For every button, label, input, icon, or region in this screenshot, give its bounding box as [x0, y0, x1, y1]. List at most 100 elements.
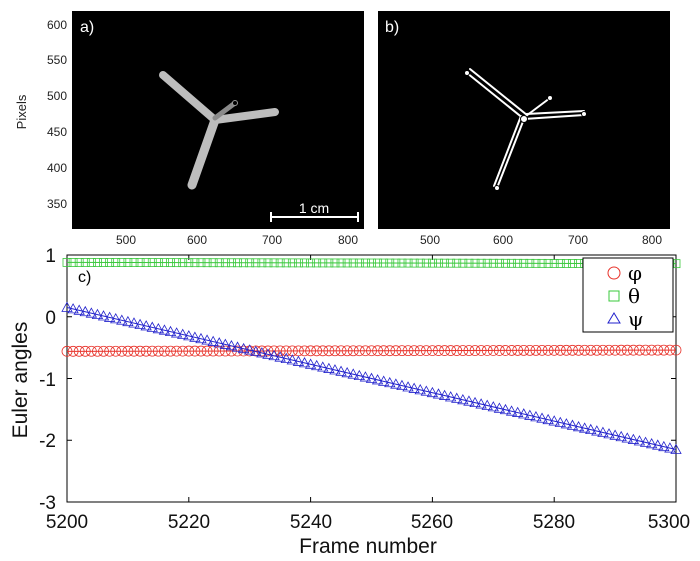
data-point-circle: [92, 345, 103, 357]
data-point-triangle: [396, 379, 408, 391]
data-point-triangle: [262, 348, 274, 359]
data-point-circle: [567, 344, 578, 356]
data-point-square: [68, 258, 78, 267]
y-tick-label: 600: [47, 18, 67, 32]
data-point-square: [93, 258, 102, 267]
data-point-square: [196, 258, 206, 268]
data-point-circle: [134, 345, 146, 357]
data-point-circle: [573, 344, 584, 356]
data-point-circle: [360, 345, 371, 357]
data-point-triangle: [548, 415, 560, 426]
data-point-triangle: [633, 435, 646, 446]
data-point-triangle: [67, 303, 79, 314]
data-point-square: [501, 258, 510, 268]
chart-legend: φ θ ψ: [582, 257, 674, 333]
data-point-triangle: [274, 351, 286, 362]
data-point-triangle: [542, 413, 554, 425]
data-point-square: [227, 258, 236, 268]
center-point: [520, 115, 528, 123]
series-layer: [61, 258, 682, 454]
end-point: [581, 111, 587, 117]
data-point-circle: [347, 345, 359, 357]
data-point-circle: [481, 345, 493, 356]
data-point-triangle: [201, 334, 213, 345]
data-point-circle: [378, 345, 390, 357]
data-point-square: [129, 258, 139, 267]
series-circle: [61, 344, 682, 357]
chart-y-axis-label: Euler angles: [9, 322, 32, 439]
data-point-circle: [591, 344, 603, 356]
data-point-square: [202, 258, 212, 268]
data-point-square: [153, 258, 163, 267]
data-point-circle: [177, 345, 189, 357]
chart-tag: c): [78, 269, 91, 286]
data-point-square: [245, 258, 255, 268]
series-fit-line: [66, 307, 677, 450]
data-point-triangle: [566, 419, 579, 430]
end-point: [494, 185, 500, 191]
data-point-circle: [652, 344, 664, 356]
data-point-circle: [670, 344, 682, 356]
data-point-square: [184, 258, 194, 268]
data-point-square: [403, 258, 413, 268]
data-point-triangle: [170, 327, 183, 338]
data-point-circle: [621, 344, 633, 356]
chart-ticks: [66, 254, 677, 503]
data-point-square: [105, 258, 115, 267]
data-point-triangle: [384, 376, 396, 388]
data-point-circle: [335, 345, 347, 357]
data-point-triangle: [189, 331, 201, 342]
image-panel-a: a) 1 cm: [72, 11, 364, 229]
data-point-triangle: [164, 325, 177, 337]
chart-x-tick-label: 5220: [168, 512, 210, 533]
data-point-circle: [433, 345, 444, 356]
data-point-circle: [299, 345, 310, 357]
x-tick-label: 700: [568, 233, 588, 247]
data-point-triangle: [591, 425, 603, 436]
data-point-triangle: [177, 328, 189, 339]
data-point-square: [294, 258, 303, 268]
data-point-triangle: [231, 341, 244, 352]
legend-box: [582, 257, 674, 333]
data-point-triangle: [268, 349, 280, 361]
data-point-triangle: [347, 368, 359, 379]
data-point-triangle: [85, 307, 98, 318]
data-point-circle: [305, 345, 317, 357]
data-point-circle: [408, 345, 420, 357]
data-point-circle: [463, 345, 475, 356]
data-point-triangle: [237, 342, 250, 354]
data-point-triangle: [116, 314, 128, 325]
euler-angle-chart: c) 1 0 -1 -2 -3 5200 5220 5240 5260 5280…: [9, 246, 690, 558]
legend-label-phi: φ: [628, 261, 642, 285]
data-point-circle: [627, 344, 639, 356]
panel-b-x-ticks: 500 600 700 800: [420, 233, 662, 247]
data-point-square: [263, 258, 273, 268]
data-point-square: [568, 259, 577, 268]
data-point-circle: [146, 345, 158, 357]
data-point-circle: [98, 345, 109, 357]
data-point-circle: [402, 345, 414, 357]
data-point-triangle: [122, 315, 134, 327]
data-point-circle: [530, 344, 542, 356]
data-point-triangle: [457, 393, 469, 405]
data-point-square: [391, 258, 401, 268]
data-point-triangle: [359, 371, 372, 382]
data-point-triangle: [244, 344, 256, 355]
data-point-square: [385, 258, 395, 268]
data-point-triangle: [152, 322, 165, 334]
data-point-circle: [110, 345, 122, 357]
data-point-square: [281, 258, 291, 268]
data-point-triangle: [250, 345, 262, 356]
data-point-square: [409, 258, 419, 268]
data-point-circle: [451, 345, 463, 356]
chart-x-tick-label: 5280: [533, 512, 575, 533]
data-point-triangle: [597, 426, 609, 437]
data-point-circle: [658, 344, 670, 356]
data-point-circle: [372, 345, 383, 357]
data-point-square: [74, 258, 84, 267]
data-point-triangle: [432, 388, 445, 399]
data-point-triangle: [353, 369, 365, 381]
data-point-circle: [85, 345, 97, 357]
data-point-square: [251, 258, 261, 268]
